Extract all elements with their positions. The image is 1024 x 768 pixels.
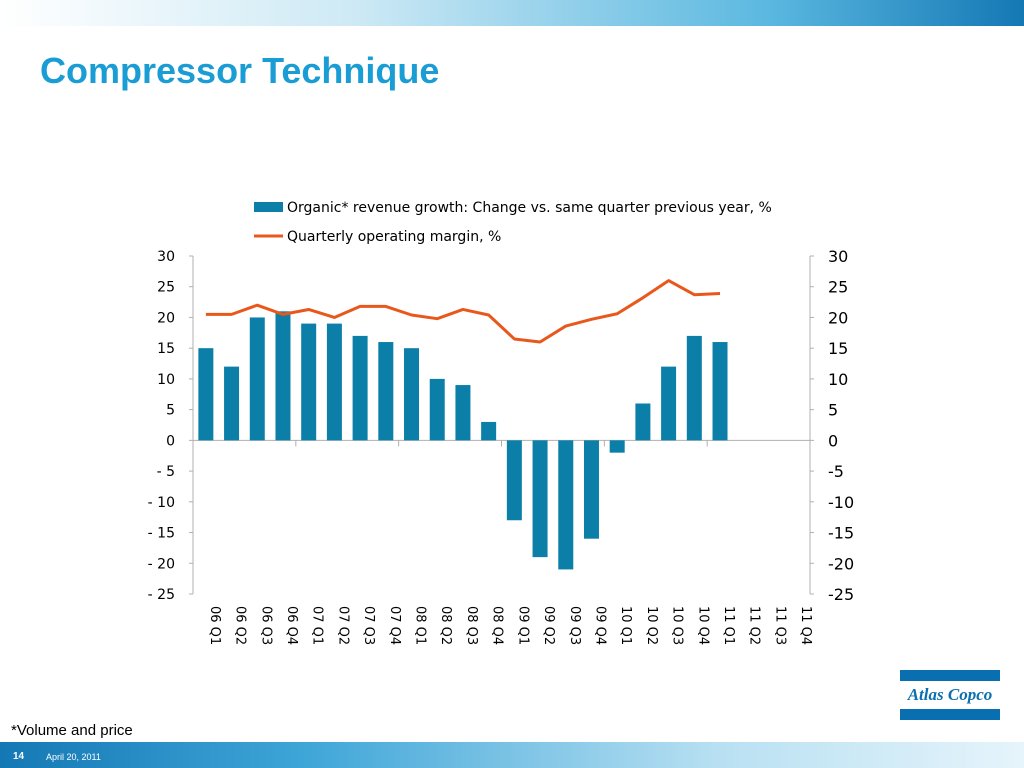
bottom-decorative-band (0, 742, 1024, 768)
y-right-tick-label: 15 (828, 339, 848, 358)
bar (455, 385, 471, 441)
y-right-tick-label: -25 (828, 585, 854, 604)
y-left-tick-label: 5 (166, 403, 175, 419)
chart-axes: 30 25 20 15 10 5 0 - 5 - 10 - 15 - 20 - 25 30 25 20 15 1… (148, 247, 854, 645)
y-left-tick-label: 0 (166, 433, 175, 449)
y-left-tick-label: - 25 (148, 587, 175, 603)
x-tick-label: 08 Q3 (464, 606, 479, 645)
legend-bar-swatch (254, 202, 283, 212)
y-left-tick-label: - 10 (148, 495, 175, 511)
slide-title: Compressor Technique (40, 50, 440, 91)
bar (661, 366, 677, 441)
y-right-tick-label: 10 (828, 370, 848, 389)
svg-text:Atlas Copco: Atlas Copco (907, 685, 993, 704)
bar (224, 366, 240, 441)
y-right-tick-label: -15 (828, 524, 854, 543)
y-right-tick-label: 30 (828, 247, 848, 266)
x-tick-label: 08 Q2 (438, 606, 453, 645)
x-tick-label: 09 Q3 (567, 606, 582, 645)
bar (429, 378, 445, 441)
footnote: *Volume and price (11, 722, 133, 739)
x-tick-label: 11 Q3 (772, 606, 787, 645)
bar (558, 440, 574, 570)
y-right-tick-label: -20 (828, 554, 854, 573)
page-number: 14 (13, 751, 25, 762)
x-tick-label: 06 Q2 (233, 606, 248, 645)
y-left-tick-label: 25 (157, 280, 175, 296)
y-left-tick-label: 20 (157, 310, 175, 326)
x-tick-label: 07 Q4 (387, 606, 402, 645)
y-left-tick-label: 15 (157, 341, 175, 357)
y-right-tick-label: 25 (828, 278, 848, 297)
margin-line (205, 279, 721, 344)
bar (686, 335, 702, 441)
x-tick-label: 08 Q4 (490, 606, 505, 645)
x-tick-label: 09 Q4 (592, 606, 607, 645)
legend-line-label: Quarterly operating margin, % (287, 229, 501, 245)
bar (635, 403, 651, 441)
x-tick-label: 11 Q2 (747, 606, 762, 645)
atlas-copco-logo: Atlas Copco (900, 670, 1000, 720)
bar (301, 323, 317, 441)
x-tick-label: 09 Q1 (515, 606, 530, 645)
bar (481, 421, 497, 441)
slide-date: April 20, 2011 (46, 752, 101, 762)
bar-series (198, 311, 728, 570)
bar (352, 335, 368, 441)
bar (506, 440, 522, 521)
bar (532, 440, 548, 558)
y-right-tick-label: -10 (828, 493, 854, 512)
x-tick-label: 07 Q3 (361, 606, 376, 645)
x-tick-label: 06 Q4 (284, 606, 299, 645)
x-tick-label: 09 Q2 (541, 606, 556, 645)
y-left-tick-label: 30 (157, 249, 175, 265)
y-right-tick-label: 5 (828, 401, 838, 420)
y-right-tick-label: 20 (828, 308, 848, 327)
y-right-tick-label: -5 (828, 462, 844, 481)
y-left-tick-label: - 20 (148, 556, 175, 572)
x-tick-label: 10 Q2 (644, 606, 659, 645)
legend-bar-label: Organic* revenue growth: Change vs. same… (287, 200, 772, 216)
bar (609, 440, 625, 453)
x-tick-label: 10 Q4 (695, 606, 710, 645)
line-series (205, 279, 721, 344)
x-tick-label: 06 Q1 (207, 606, 222, 645)
y-right-tick-label: 0 (828, 431, 838, 450)
bar (326, 323, 342, 441)
y-left-tick-label: - 15 (148, 526, 175, 542)
x-tick-label: 11 Q1 (721, 606, 736, 645)
x-tick-label: 10 Q1 (618, 606, 633, 645)
x-tick-label: 10 Q3 (670, 606, 685, 645)
bar (249, 317, 265, 441)
y-left-tick-label: - 5 (157, 464, 175, 480)
x-tick-label: 11 Q4 (798, 606, 813, 645)
chart-legend: Organic* revenue growth: Change vs. same… (254, 200, 772, 245)
x-tick-label: 07 Q2 (335, 606, 350, 645)
x-tick-label: 08 Q1 (413, 606, 428, 645)
top-decorative-band (0, 0, 1024, 26)
bar (404, 348, 420, 441)
bar (378, 342, 394, 441)
bar (275, 311, 291, 441)
x-tick-label: 07 Q1 (310, 606, 325, 645)
y-left-tick-label: 10 (157, 372, 175, 388)
x-tick-label: 06 Q3 (258, 606, 273, 645)
bar (583, 440, 599, 539)
bar (198, 348, 214, 441)
bar (712, 342, 728, 441)
